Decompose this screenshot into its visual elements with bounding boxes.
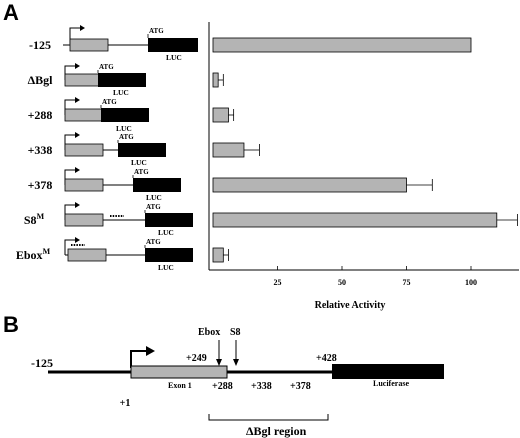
exon-box [64,213,104,227]
construct-label: S8M [24,212,45,227]
position-plus-1: +1 [120,398,131,409]
bar-1 [212,72,219,88]
exon-box [64,73,101,87]
x-ticks-group: 25 50 75 100 [274,266,477,287]
luc-label: LUC [131,158,147,167]
bar-4 [212,177,407,193]
atg-label: ATG [134,168,149,176]
position-plus-428: +428 [316,353,337,364]
tss-arrowhead-icon [75,202,80,208]
atg-label: ATG [102,98,117,106]
position-plus-249: +249 [186,353,207,364]
construct-label: EboxM [16,247,51,262]
position-plus-378: +378 [290,381,311,392]
luc-label: LUC [116,124,132,133]
x-tick-label-3: 100 [465,278,477,287]
luc-box [145,213,193,227]
exon-box [69,38,109,52]
atg-label: ATG [99,63,114,71]
position-minus-125: -125 [31,356,53,370]
construct-row: ΔBgl ATG LUC [28,63,146,97]
tss-arrowhead-icon [75,237,80,243]
bar-0 [212,37,472,53]
x-tick-label-0: 25 [274,278,282,287]
construct-row: EboxM ATG LUC [16,237,193,272]
luc-box [133,178,181,192]
construct-row: +338 ATG LUC [28,132,166,167]
luc-label: LUC [166,53,182,62]
exon-box [64,143,104,157]
luc-box [101,108,149,122]
exon-box [64,108,104,122]
x-tick-label-1: 50 [338,278,346,287]
x-tick-label-2: 75 [403,278,411,287]
luc-label: LUC [146,193,162,202]
construct-label: +338 [28,143,53,157]
construct-label: -125 [29,38,51,52]
bar-3 [212,142,245,158]
tss-arrowhead-icon [80,25,85,31]
construct-label: +288 [28,108,53,122]
luciferase-box [332,364,444,379]
s8-arrowhead-icon [233,359,239,366]
construct-label: +378 [28,178,53,192]
bar-2 [212,107,229,123]
tss-arrowhead-icon [75,63,80,69]
construct-label: ΔBgl [28,73,54,87]
bars-group [212,37,518,263]
tss-arrowhead-icon [75,97,80,103]
luc-box [148,38,198,52]
tss-arrowhead-icon [75,167,80,173]
exon-box [64,178,104,192]
luciferase-label: Luciferase [373,379,409,388]
panel-b-letter: B [3,312,19,337]
construct-row: S8M ATG LUC [24,202,193,237]
construct-row: +288 ATG LUC [28,97,149,133]
ebox-label: Ebox [198,327,220,338]
dbgl-region-label: ΔBgl region [246,424,307,438]
construct-diagrams: -125 ATG LUC ΔBgl ATG LUC +288 [16,25,198,272]
exon-1-label: Exon 1 [168,381,192,390]
luc-label: LUC [113,88,129,97]
luc-box [118,143,166,157]
atg-label: ATG [119,133,134,141]
luc-box [98,73,146,87]
exon-1-box [130,365,228,379]
atg-label: ATG [146,238,161,246]
position-plus-288: +288 [212,381,233,392]
position-plus-338: +338 [251,381,272,392]
bar-6 [212,247,224,263]
exon-box [67,248,107,262]
luc-label: LUC [158,263,174,272]
construct-row: +378 ATG LUC [28,167,181,202]
tss-arrowhead-icon [146,346,155,356]
construct-row: -125 ATG LUC [29,25,198,62]
atg-label: ATG [146,203,161,211]
bar-5 [212,212,498,228]
luc-box [145,248,193,262]
tss-arrow-icon [130,350,148,368]
ebox-arrowhead-icon [216,359,222,366]
gene-schematic: -125 Exon 1 Luciferase +1 Ebox S8 +249 +… [31,327,444,438]
atg-label: ATG [149,27,164,35]
s8-label: S8 [230,327,241,338]
dbgl-region-bracket [208,414,329,421]
tss-arrowhead-icon [75,132,80,138]
luc-label: LUC [158,228,174,237]
x-axis-title: Relative Activity [315,300,386,311]
tss-arrow-icon [64,239,77,255]
bar-chart: 25 50 75 100 Relative Activity [208,22,519,311]
panel-a-letter: A [3,0,19,25]
